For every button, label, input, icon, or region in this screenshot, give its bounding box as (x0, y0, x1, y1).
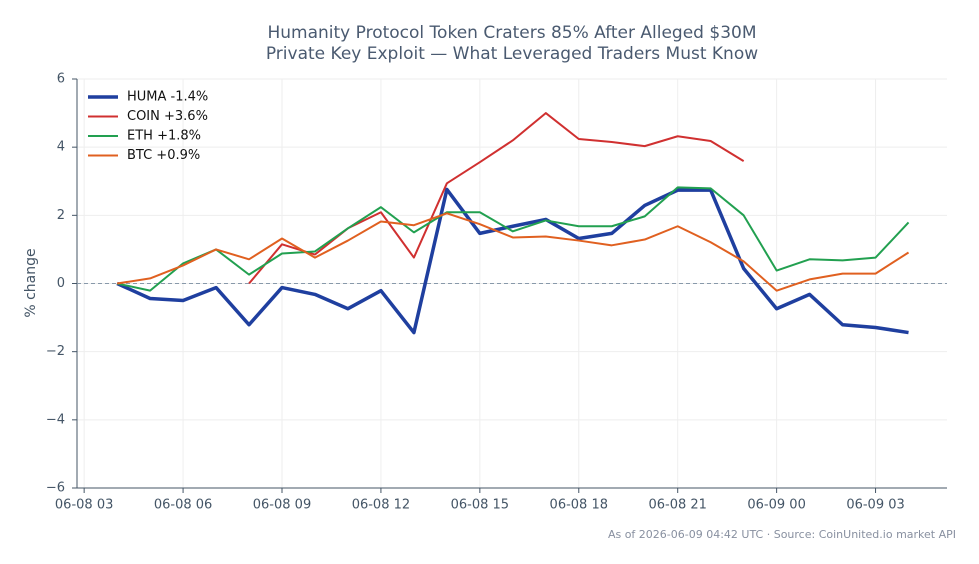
x-tick-label: 06-09 00 (747, 498, 805, 513)
x-tick-label: 06-08 12 (352, 498, 410, 513)
x-tick-label: 06-08 18 (550, 498, 608, 513)
y-axis-label: % change (23, 248, 39, 317)
x-tick-label: 06-08 15 (451, 498, 509, 513)
series-line (116, 187, 909, 335)
x-tick-label: 06-08 09 (253, 498, 311, 513)
series-line (116, 212, 910, 292)
footnote: As of 2026-06-09 04:42 UTC · Source: Coi… (608, 528, 956, 541)
series-line (248, 112, 745, 285)
y-tick-label: 2 (57, 208, 65, 223)
y-tick-label: 0 (57, 276, 65, 291)
chart-title: Humanity Protocol Token Craters 85% Afte… (267, 23, 756, 43)
x-tick-label: 06-08 06 (154, 498, 212, 513)
legend-label: ETH +1.8% (127, 129, 201, 144)
legend-label: BTC +0.9% (127, 148, 200, 163)
legend-label: HUMA -1.4% (127, 90, 208, 105)
series-line (116, 186, 910, 292)
chart-title: Private Key Exploit — What Leveraged Tra… (266, 44, 758, 64)
y-tick-label: 4 (57, 140, 65, 155)
legend-label: COIN +3.6% (127, 109, 208, 124)
y-tick-label: −6 (46, 481, 65, 496)
x-tick-label: 06-09 03 (846, 498, 904, 513)
y-tick-label: −4 (46, 412, 65, 427)
x-tick-label: 06-08 03 (55, 498, 113, 513)
y-tick-label: −2 (46, 344, 65, 359)
y-tick-label: 6 (57, 72, 65, 87)
x-tick-label: 06-08 21 (648, 498, 706, 513)
